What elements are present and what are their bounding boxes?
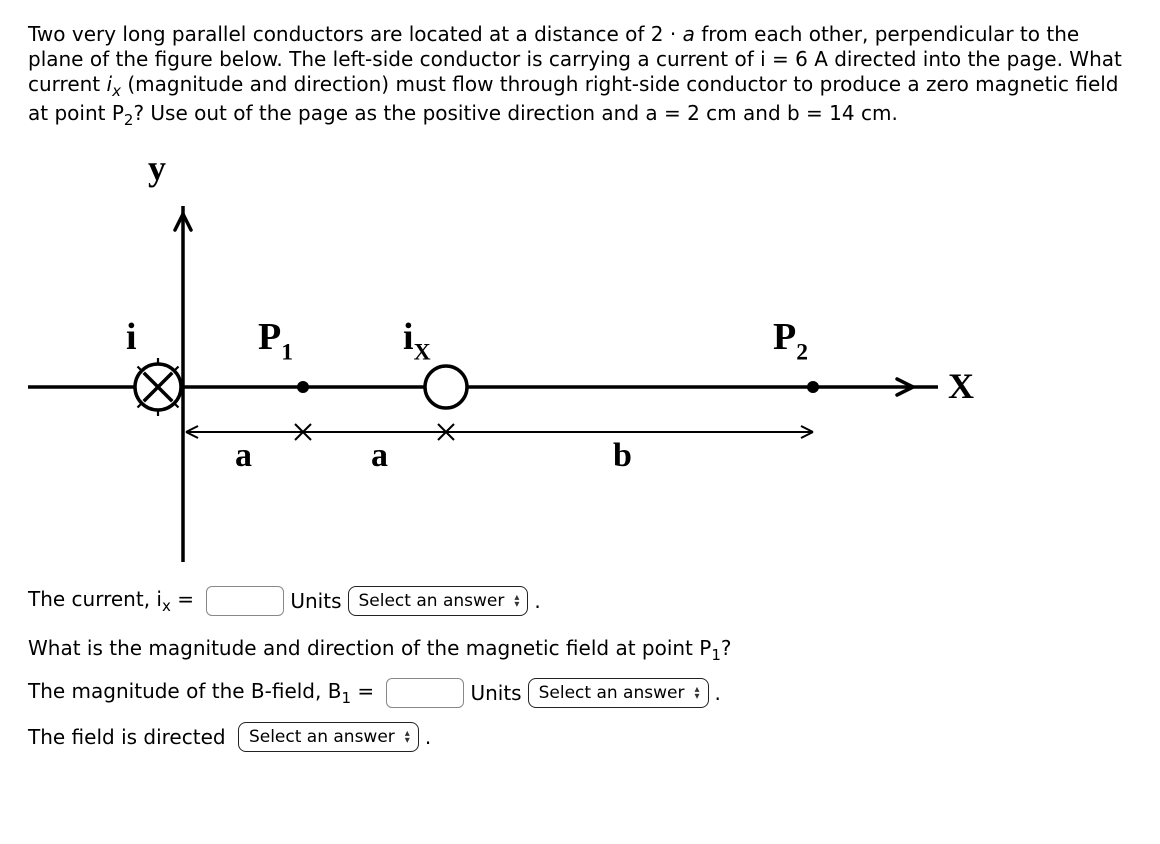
ix-input[interactable] xyxy=(206,586,284,616)
chevron-updown-icon: ▴▾ xyxy=(405,730,410,744)
svg-text:i: i xyxy=(126,316,137,358)
answer-direction-row: The field is directed Select an answer ▴… xyxy=(28,722,1132,752)
direction-label: The field is directed xyxy=(28,725,232,749)
period: . xyxy=(425,725,431,749)
svg-text:iX: iX xyxy=(403,316,431,366)
ix-label: The current, ix = xyxy=(28,587,200,615)
svg-text:y: y xyxy=(148,148,166,188)
answer-b1-row: The magnitude of the B-field, B1 = Units… xyxy=(28,678,1132,708)
svg-text:X: X xyxy=(948,366,974,406)
units-label: Units xyxy=(470,681,521,705)
period: . xyxy=(715,681,721,705)
chevron-updown-icon: ▴▾ xyxy=(514,594,519,608)
b1-input[interactable] xyxy=(386,678,464,708)
physics-figure: y Xi P1 iX P2 a a b xyxy=(28,142,1028,572)
b1-label: The magnitude of the B-field, B1 = xyxy=(28,679,380,707)
svg-text:P1: P1 xyxy=(258,316,293,366)
units-label: Units xyxy=(290,589,341,613)
b1-units-select[interactable]: Select an answer ▴▾ xyxy=(528,678,709,708)
svg-text:b: b xyxy=(613,437,632,474)
period: . xyxy=(534,589,540,613)
svg-text:a: a xyxy=(371,437,388,474)
answer-ix-row: The current, ix = Units Select an answer… xyxy=(28,586,1132,616)
svg-text:P2: P2 xyxy=(773,316,808,366)
ix-units-select[interactable]: Select an answer ▴▾ xyxy=(348,586,529,616)
question-p1: What is the magnitude and direction of t… xyxy=(28,636,1132,664)
svg-text:a: a xyxy=(235,437,252,474)
chevron-updown-icon: ▴▾ xyxy=(694,686,699,700)
problem-statement: Two very long parallel conductors are lo… xyxy=(28,22,1132,130)
direction-select[interactable]: Select an answer ▴▾ xyxy=(238,722,419,752)
